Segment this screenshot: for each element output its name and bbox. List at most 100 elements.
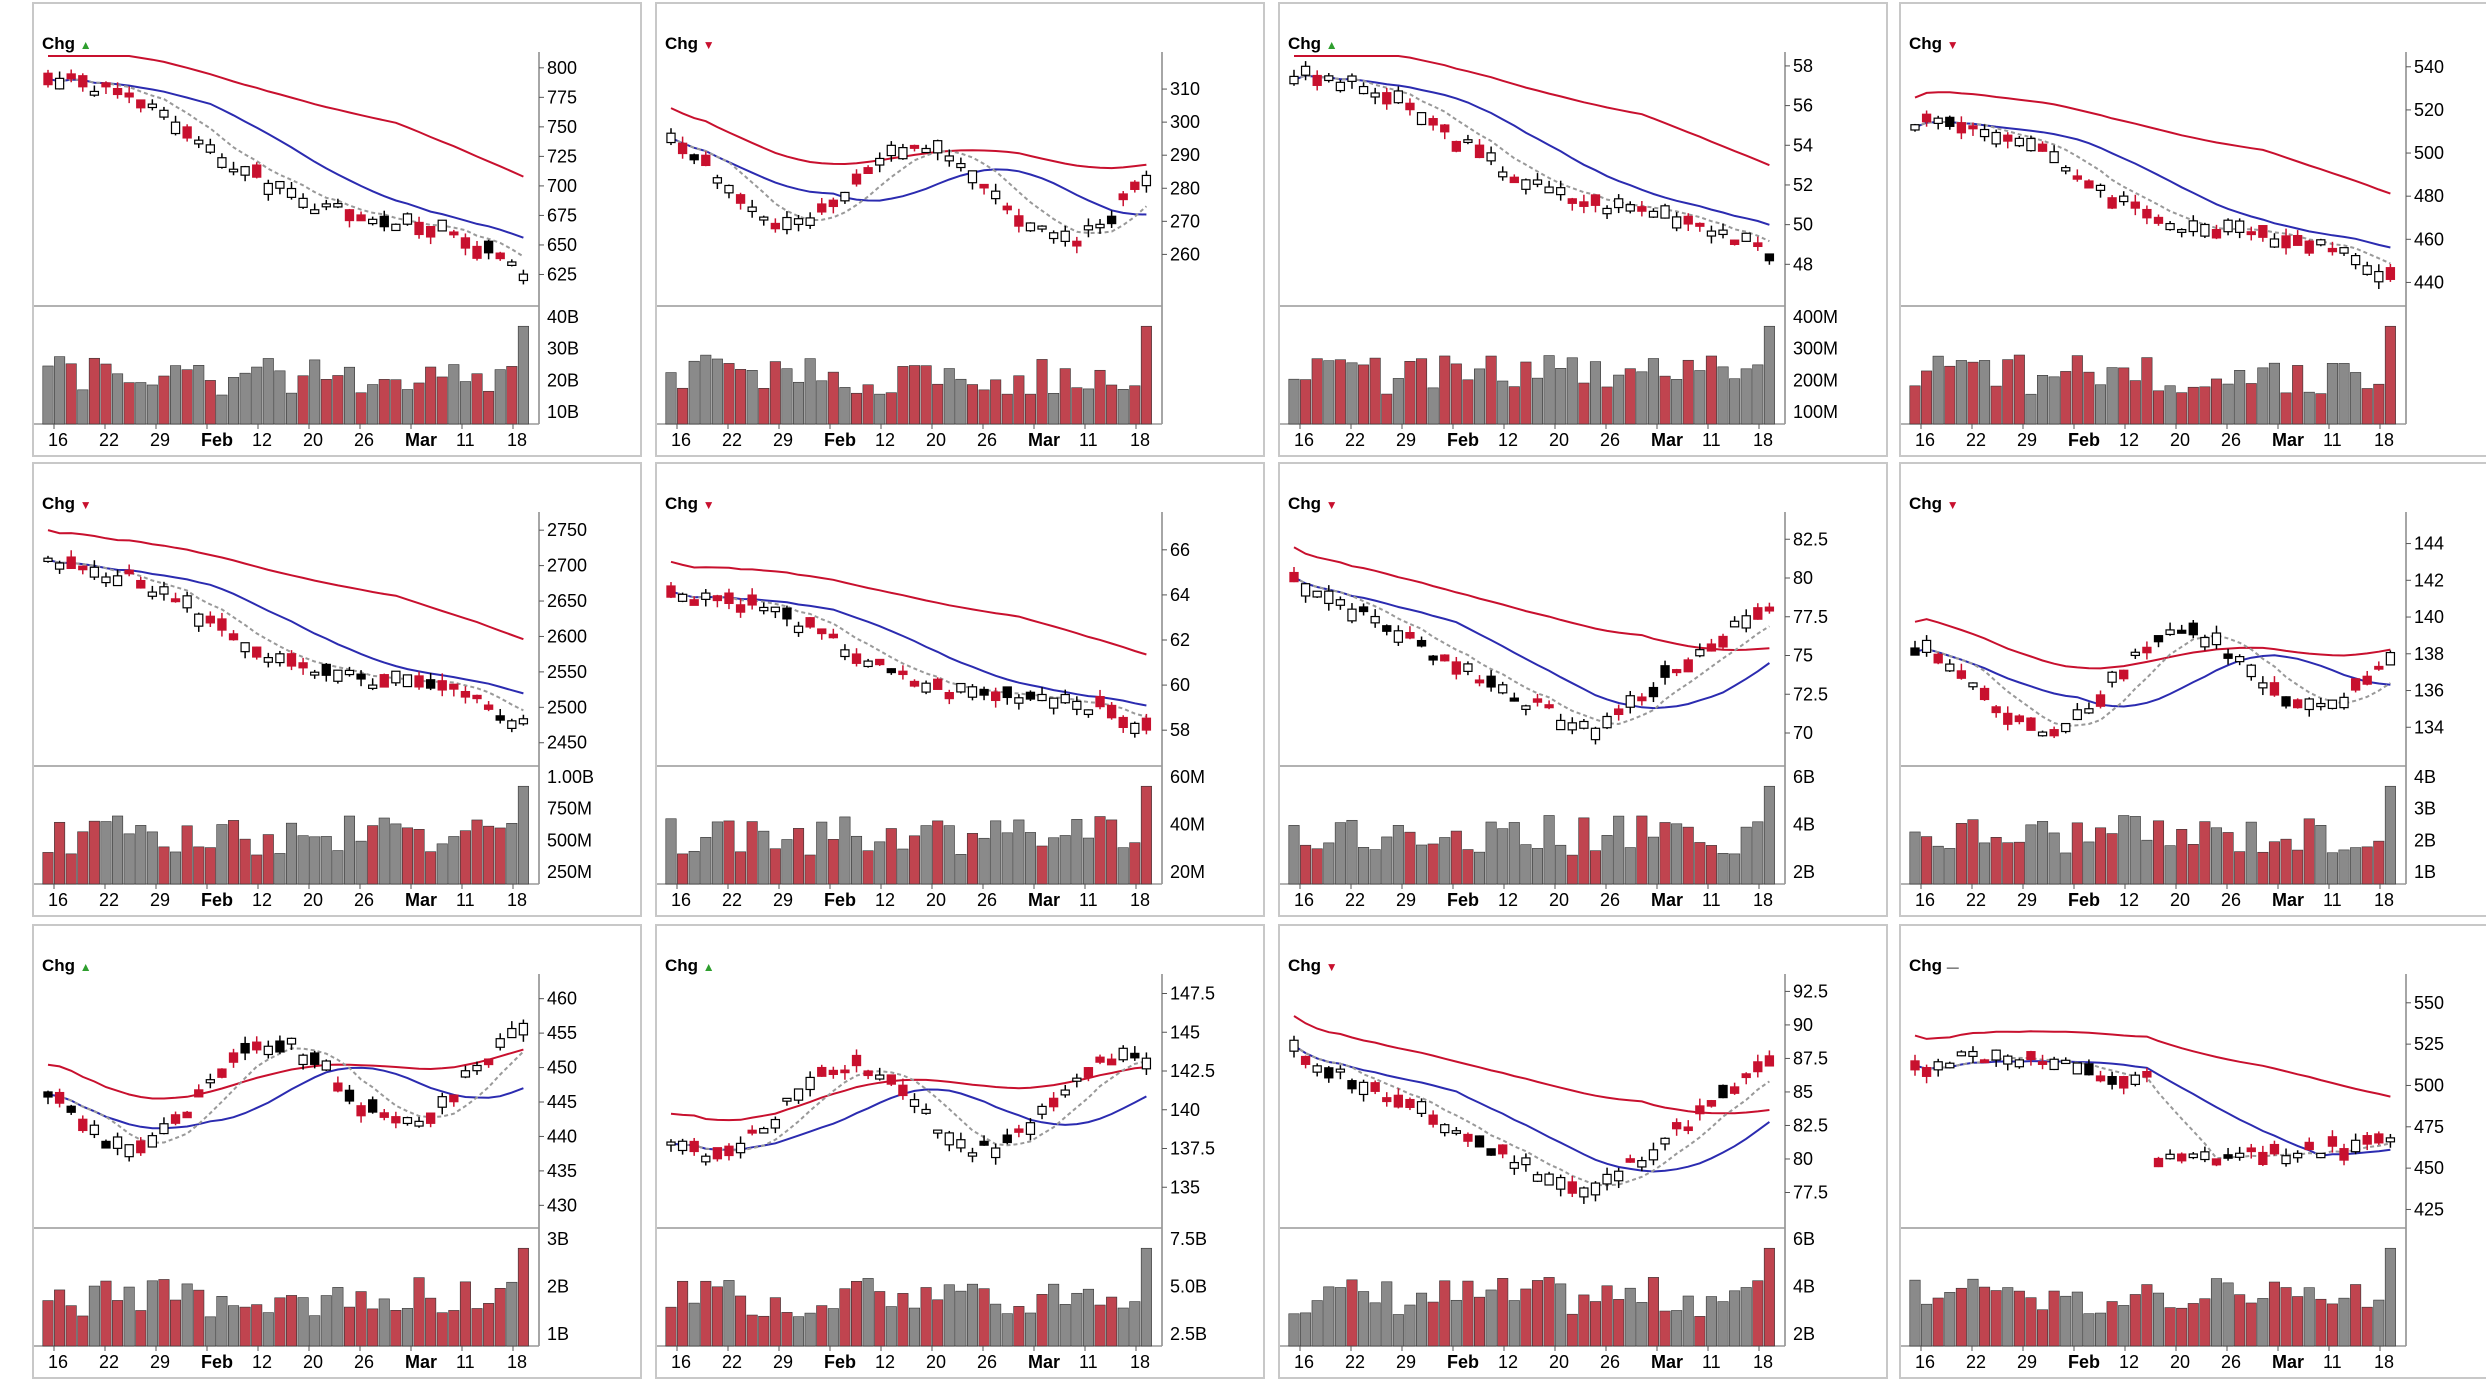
volume-bar bbox=[1140, 325, 1152, 425]
y-tick-label: 80 bbox=[1793, 568, 1813, 588]
volume-bar bbox=[932, 383, 944, 425]
candle-body bbox=[666, 132, 676, 144]
candle-body bbox=[1625, 1158, 1635, 1163]
volume-tick-label: 2.5B bbox=[1170, 1324, 1207, 1344]
volume-bar bbox=[1036, 359, 1048, 425]
volume-bar bbox=[1566, 854, 1578, 885]
volume-bar bbox=[343, 1306, 355, 1347]
ma50-line bbox=[47, 77, 524, 239]
y-tick-label: 77.5 bbox=[1793, 607, 1828, 627]
candle-body bbox=[1637, 696, 1647, 702]
candle-body bbox=[1660, 665, 1670, 678]
x-tick-label: 22 bbox=[1345, 890, 1365, 910]
candle-body bbox=[472, 1064, 482, 1072]
candle-body bbox=[2246, 231, 2256, 236]
volume-bar bbox=[2245, 1302, 2257, 1347]
candle-body bbox=[724, 592, 734, 605]
volume-bar bbox=[1932, 845, 1944, 885]
x-tick-label: 20 bbox=[1549, 890, 1569, 910]
y-tick-label: 550 bbox=[2414, 993, 2444, 1013]
candle-body bbox=[1130, 181, 1140, 190]
volume-bar bbox=[1094, 369, 1106, 425]
x-tick-label: 12 bbox=[875, 430, 895, 450]
candle-body bbox=[2084, 180, 2094, 189]
candle-body bbox=[979, 1140, 989, 1146]
candle-body bbox=[1347, 1080, 1357, 1090]
volume-bar bbox=[2002, 1287, 2014, 1347]
volume-bar bbox=[390, 379, 402, 425]
volume-bar bbox=[1932, 1297, 1944, 1347]
volume-bar bbox=[2164, 1307, 2176, 1347]
volume-bar bbox=[413, 1277, 425, 1347]
candle-body bbox=[518, 273, 529, 282]
candle-body bbox=[886, 668, 896, 674]
ma200-line bbox=[1914, 91, 2391, 195]
candle-body bbox=[944, 1132, 954, 1146]
volume-bar bbox=[2280, 1287, 2292, 1347]
ma20-line bbox=[47, 1047, 525, 1144]
volume-bar bbox=[1671, 823, 1683, 885]
volume-bar bbox=[100, 1280, 112, 1347]
candle-body bbox=[2281, 696, 2291, 707]
candle-body bbox=[1300, 1055, 1311, 1065]
chg-label: Chg bbox=[665, 956, 699, 975]
volume-bar bbox=[1520, 361, 1532, 425]
volume-bar bbox=[2384, 1247, 2396, 1347]
candle-body bbox=[1945, 1062, 1955, 1069]
volume-bar bbox=[181, 1283, 193, 1347]
volume-bar bbox=[1358, 1291, 1370, 1347]
volume-bar bbox=[990, 379, 1002, 425]
candle-body bbox=[2014, 715, 2025, 723]
volume-tick-label: 400M bbox=[1793, 307, 1838, 327]
candle-body bbox=[1718, 229, 1728, 236]
candle-body bbox=[402, 674, 413, 688]
volume-bar bbox=[677, 387, 689, 425]
volume-bar bbox=[2129, 1294, 2141, 1347]
candle-body bbox=[1393, 90, 1404, 104]
candle-body bbox=[2165, 222, 2175, 231]
chart-panel: Chg ▲ 58 56 54 52 50 48 400M 300M 200M 100M 16 22 29 F… bbox=[1278, 2, 1888, 457]
volume-bar bbox=[494, 1287, 506, 1347]
x-tick-label: 26 bbox=[977, 890, 997, 910]
candle-body bbox=[1683, 1126, 1693, 1132]
x-tick-label: 16 bbox=[1915, 1352, 1935, 1372]
candle-body bbox=[1602, 715, 1612, 729]
candle-body bbox=[712, 1147, 723, 1160]
x-tick-label: Feb bbox=[2068, 1352, 2100, 1372]
y-tick-label: 135 bbox=[1170, 1177, 1200, 1197]
candle-body bbox=[1289, 571, 1299, 583]
candle-body bbox=[437, 1096, 447, 1108]
volume-bar bbox=[2129, 380, 2141, 425]
y-tick-label: 142.5 bbox=[1170, 1061, 1215, 1081]
volume-bar bbox=[1140, 1247, 1152, 1347]
candle-body bbox=[344, 669, 355, 676]
x-tick-label: Mar bbox=[405, 1352, 437, 1372]
volume-bar bbox=[2013, 354, 2025, 425]
volume-bar bbox=[1140, 785, 1152, 885]
candle-body bbox=[1060, 1089, 1070, 1096]
x-tick-label: 18 bbox=[507, 890, 527, 910]
volume-bar bbox=[2060, 371, 2072, 425]
candle-body bbox=[956, 162, 966, 169]
y-tick-label: 750 bbox=[547, 117, 577, 137]
volume-bar bbox=[1311, 1300, 1323, 1347]
candle-body bbox=[356, 673, 366, 680]
candle-body bbox=[1370, 615, 1380, 624]
volume-bar bbox=[251, 1304, 263, 1347]
volume-bar bbox=[1967, 819, 1979, 885]
volume-bar bbox=[943, 368, 955, 425]
candle-body bbox=[2165, 629, 2175, 636]
volume-bar bbox=[1909, 1279, 1921, 1347]
candle-body bbox=[2026, 137, 2036, 152]
volume-bar bbox=[769, 1297, 781, 1347]
volume-bar bbox=[251, 854, 263, 885]
volume-bar bbox=[42, 852, 54, 885]
volume-bar bbox=[2222, 1282, 2234, 1347]
volume-bar bbox=[65, 1305, 77, 1347]
candle-body bbox=[759, 1127, 769, 1134]
candle-body bbox=[2107, 1075, 2117, 1085]
candle-body bbox=[1648, 686, 1659, 698]
volume-bar bbox=[1636, 371, 1648, 425]
candle-body bbox=[1014, 1128, 1024, 1133]
volume-bar bbox=[1001, 832, 1013, 885]
